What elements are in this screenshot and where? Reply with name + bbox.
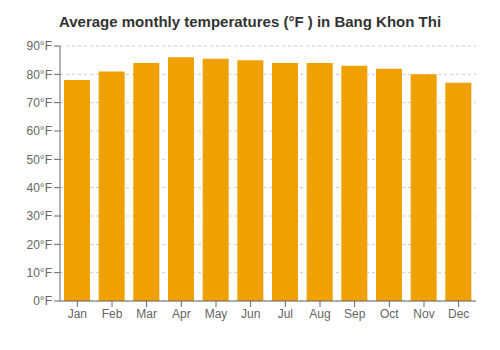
svg-text:Dec: Dec	[448, 307, 469, 321]
svg-text:Jul: Jul	[278, 307, 293, 321]
svg-text:0°F: 0°F	[33, 294, 52, 308]
svg-text:50°F: 50°F	[27, 153, 52, 167]
svg-text:May: May	[205, 307, 228, 321]
svg-text:Feb: Feb	[102, 307, 123, 321]
svg-text:90°F: 90°F	[27, 39, 52, 53]
svg-text:80°F: 80°F	[27, 68, 52, 82]
svg-text:20°F: 20°F	[27, 238, 52, 252]
svg-text:Oct: Oct	[380, 307, 399, 321]
svg-text:Aug: Aug	[309, 307, 330, 321]
svg-text:10°F: 10°F	[27, 266, 52, 280]
svg-text:Apr: Apr	[172, 307, 191, 321]
svg-text:Jun: Jun	[241, 307, 260, 321]
svg-text:Nov: Nov	[413, 307, 434, 321]
svg-text:30°F: 30°F	[27, 209, 52, 223]
html-text:Average monthly temperatures (: Average monthly temperatures (°F ) in Ba…	[58, 13, 442, 30]
svg-text:60°F: 60°F	[27, 124, 52, 138]
svg-text:Jan: Jan	[68, 307, 87, 321]
svg-text:40°F: 40°F	[27, 181, 52, 195]
svg-text:70°F: 70°F	[27, 96, 52, 110]
svg-text:Sep: Sep	[344, 307, 366, 321]
svg-text:Mar: Mar	[136, 307, 157, 321]
